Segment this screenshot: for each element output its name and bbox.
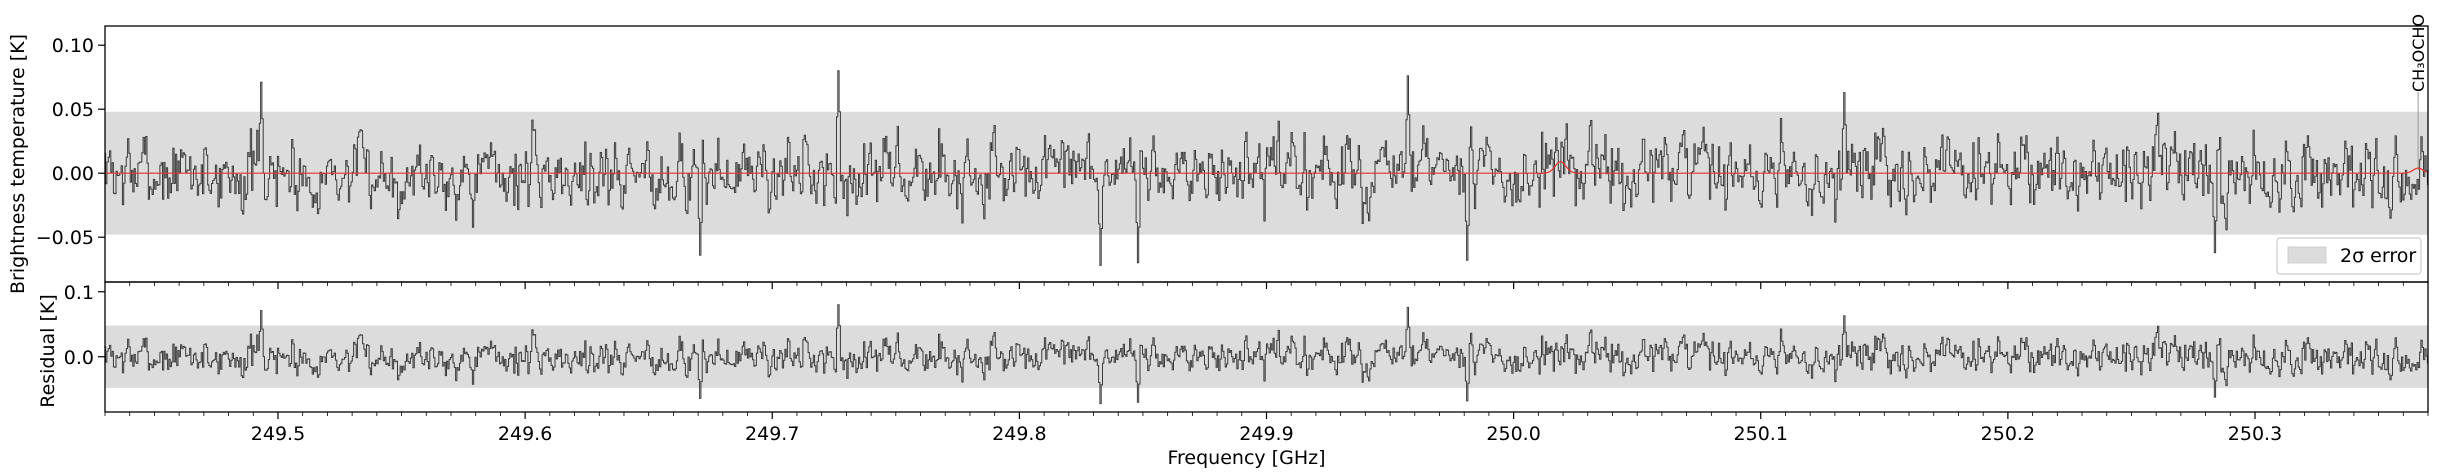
x-tick-label: 250.0 [1486,423,1540,445]
spectrum-y-tick-label: 0.05 [52,99,94,121]
spectrum-y-tick-label: 0.10 [52,35,94,57]
residual-y-tick-label: 0.0 [64,347,94,369]
ch3ocho-annotation: CH₃OCHO [2409,14,2428,92]
spectrum-y-tick-label: −0.05 [36,227,94,249]
residual-y-axis-label: Residual [K] [37,294,59,408]
residual-series [104,304,2429,405]
frequency-x-ticks: 249.5 249.6 249.7 249.8 249.9 250.0 250.1 250.2… [104,412,2429,445]
spectrum-panel: −0.05 0.00 0.05 0.10 Brightness temperature… [7,14,2429,294]
legend: 2σ error [2276,237,2422,275]
residual-line [104,304,2429,405]
residual-y-tick-label: 0.1 [64,282,94,304]
legend-swatch [2287,246,2327,264]
x-tick-label: 249.9 [1239,423,1293,445]
model-spectrum-series [105,161,2429,174]
x-tick-label: 250.3 [2228,423,2282,445]
frequency-x-axis-label: Frequency [GHz] [1167,447,1325,469]
spectrum-y-ticks: −0.05 0.00 0.05 0.10 [36,35,105,249]
x-tick-label: 250.2 [1981,423,2035,445]
spectrum-y-tick-label: 0.00 [52,163,94,185]
x-tick-label: 249.7 [745,423,799,445]
model-spectrum-line [105,161,2429,174]
residual-panel: 0.0 0.1 249.5 249.6 249.7 249.8 249.9 250.0 250… [37,281,2429,469]
x-tick-label: 249.6 [498,423,552,445]
observed-spectrum-line [104,70,2429,266]
spectrum-y-axis-label: Brightness temperature [K] [7,34,29,294]
observed-spectrum-series [104,70,2429,266]
x-tick-label: 250.1 [1734,423,1788,445]
legend-label: 2σ error [2340,245,2416,267]
residual-y-ticks: 0.0 0.1 [64,282,105,369]
x-tick-label: 249.5 [251,423,305,445]
x-tick-label: 249.8 [992,423,1046,445]
